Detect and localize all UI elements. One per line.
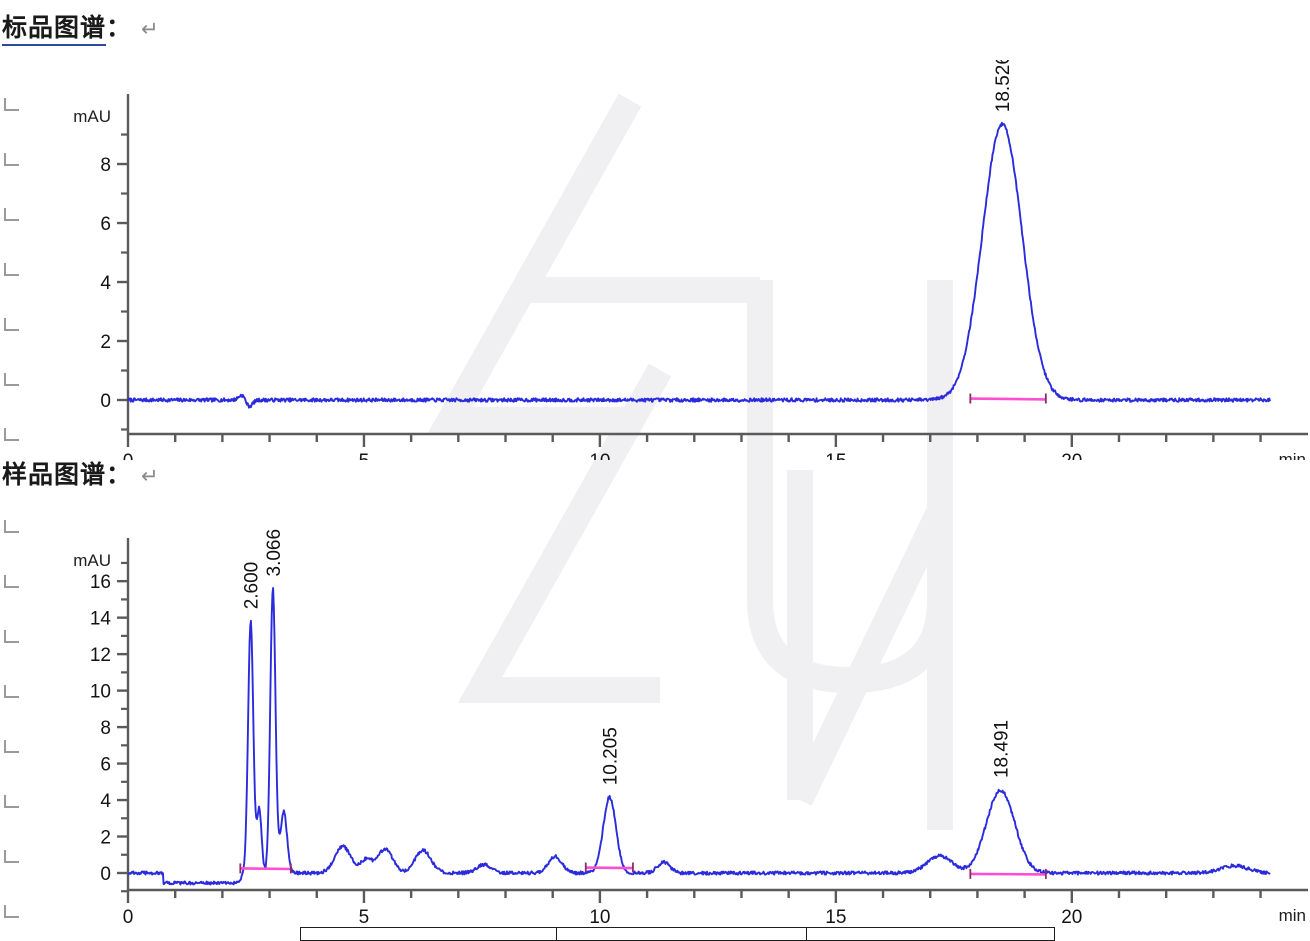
paragraph-mark-icon: ↵ <box>141 465 160 488</box>
chromatogram-trace <box>127 121 1271 409</box>
peak-label-group: 10.205 <box>601 727 622 785</box>
table-column-divider <box>806 928 807 940</box>
y-axis-tick-label: 6 <box>100 755 111 776</box>
y-axis-tick-label: 4 <box>100 273 111 294</box>
chromatogram-standard-plot: 0 2 4 6 8 mAU 0 5 10 15 20 min 18.526 <box>73 60 1308 460</box>
y-axis-tick-label: 6 <box>100 214 111 235</box>
peak-label-group: 18.491 <box>992 720 1013 778</box>
x-axis-tick-label: 20 <box>1061 451 1082 460</box>
y-axis-tick-label: 2 <box>100 332 111 353</box>
peak-retention-time-label: 10.205 <box>601 727 622 785</box>
y-axis-tick-label: 4 <box>100 791 111 812</box>
x-axis-unit-label: min <box>1279 906 1306 925</box>
heading-standard-chromatogram: 标品图谱： ↵ <box>2 8 160 46</box>
integration-baseline <box>240 867 291 871</box>
margin-editor-marks <box>0 0 26 939</box>
x-axis-tick-label: 15 <box>825 907 846 928</box>
y-axis-unit-label: mAU <box>73 107 111 126</box>
x-axis-tick-label: 5 <box>359 451 370 460</box>
heading-sample-colon: ： <box>106 461 133 489</box>
integration-baseline <box>585 866 633 870</box>
x-axis-tick-label: 10 <box>589 907 610 928</box>
chromatogram-standard: 0 2 4 6 8 mAU 0 5 10 15 20 min 18.526 <box>0 60 1310 460</box>
y-axis-tick-label: 10 <box>90 682 111 703</box>
chromatogram-trace <box>127 587 1271 886</box>
y-axis-tick-label: 14 <box>90 609 112 630</box>
y-axis-tick-label: 16 <box>90 572 111 593</box>
peak-label-group: 2.600 <box>242 562 263 610</box>
x-axis-tick-label: 10 <box>589 451 610 460</box>
heading-sample-text: 样品图谱 <box>2 461 107 489</box>
x-axis-tick-label: 5 <box>359 907 370 928</box>
y-axis-tick-label: 0 <box>100 391 111 412</box>
paragraph-mark-icon: ↵ <box>141 18 160 41</box>
table-column-divider <box>556 928 557 940</box>
y-axis-tick-label: 12 <box>90 645 111 666</box>
x-axis-tick-label: 0 <box>123 451 134 460</box>
y-axis-tick-label: 2 <box>100 828 111 849</box>
peak-retention-time-label: 3.066 <box>264 529 285 577</box>
heading-standard-colon: ： <box>106 14 133 42</box>
integration-baseline <box>970 872 1046 876</box>
y-axis-tick-label: 8 <box>100 155 111 176</box>
x-axis-tick-label: 15 <box>825 451 846 460</box>
peak-retention-time-label: 2.600 <box>242 562 263 610</box>
heading-sample-chromatogram: 样品图谱： ↵ <box>2 455 160 491</box>
x-axis-unit-label: min <box>1279 450 1306 460</box>
peak-retention-time-label: 18.526 <box>993 60 1014 112</box>
integration-baseline <box>970 397 1046 401</box>
peak-label-group: 18.526 <box>993 60 1014 112</box>
peak-label-group: 3.066 <box>264 529 285 577</box>
y-axis-unit-label: mAU <box>73 551 111 570</box>
chromatogram-sample: 0 2 4 6 8 10 12 14 16 mAU 0 5 10 15 20 min 2.600 3.066 10.… <box>0 520 1310 939</box>
peak-retention-time-label: 18.491 <box>992 720 1013 778</box>
x-axis-tick-label: 0 <box>123 907 134 928</box>
heading-standard-text: 标品图谱 <box>2 14 107 46</box>
y-axis-tick-label: 0 <box>100 864 111 885</box>
y-axis-tick-label: 8 <box>100 718 111 739</box>
x-axis-tick-label: 20 <box>1061 907 1082 928</box>
